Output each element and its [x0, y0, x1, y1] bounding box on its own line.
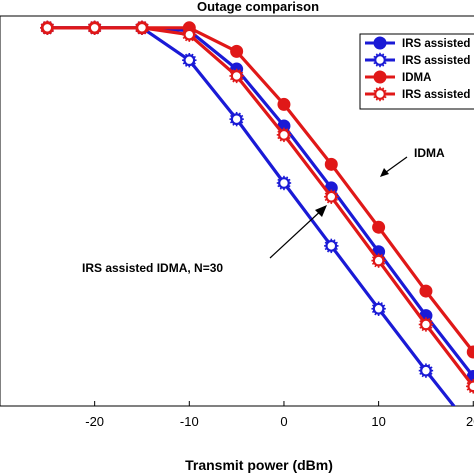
- series-4-point-9: [418, 317, 434, 332]
- legend-item-4: IRS assisted: [365, 86, 470, 102]
- legend-swatch-marker: [372, 86, 388, 102]
- x-tick-label: -20: [85, 414, 104, 429]
- x-axis-label: Transmit power (dBm): [185, 457, 333, 473]
- annotation-arrowhead-idma: [380, 168, 389, 177]
- series-4-point-3: [134, 20, 150, 35]
- annotation-text-irs-n30: IRS assisted IDMA, N=30: [82, 261, 223, 275]
- legend-item-1: IRS assisted: [365, 36, 470, 50]
- legend-item-3: IDMA: [365, 70, 431, 84]
- series-4: [40, 20, 474, 394]
- legend-swatch-marker: [373, 36, 387, 50]
- series-2-point-9: [418, 363, 434, 378]
- series-2-point-6: [276, 175, 292, 191]
- series-4-point-6: [276, 127, 292, 143]
- series-4-point-5: [229, 68, 244, 84]
- plot-area: [0, 15, 474, 407]
- series-2-point-7: [324, 238, 339, 254]
- annotation-arrow-irs-n30: [269, 206, 326, 259]
- chart-title: Outage comparison: [197, 0, 319, 14]
- legend-label: IDMA: [402, 72, 431, 84]
- series-4-point-8: [371, 253, 386, 268]
- series-3-point-10: [466, 345, 474, 359]
- series-2-point-4: [182, 53, 197, 68]
- series-3-point-8: [372, 220, 386, 234]
- series-layer: [40, 20, 474, 406]
- series-4-point-1: [40, 20, 55, 35]
- legend: IRS assisted IRS assisted IDMA IRS assisted: [359, 33, 474, 110]
- legend-swatch-marker: [373, 70, 387, 84]
- series-4-line: [47, 26, 474, 388]
- annotations: IDMA IRS assisted IDMA, N=30: [82, 146, 445, 275]
- series-3-point-7: [324, 157, 338, 171]
- series-3-point-9: [419, 284, 433, 298]
- legend-label: IRS assisted: [402, 38, 470, 50]
- series-4-point-7: [324, 189, 339, 204]
- legend-item-2: IRS assisted: [365, 52, 470, 68]
- legend-label: IRS assisted: [402, 89, 470, 101]
- series-2-point-8: [371, 301, 386, 316]
- legend-swatch-marker: [372, 52, 388, 68]
- x-tick-label: 10: [371, 414, 385, 429]
- annotation-idma: IDMA: [380, 146, 445, 177]
- annotation-text-idma: IDMA: [414, 146, 445, 160]
- x-tick-label: -10: [180, 414, 199, 429]
- x-tick-label: 20: [466, 414, 474, 429]
- series-4-point-10: [466, 379, 474, 394]
- series-4-point-4: [182, 27, 197, 42]
- series-3-point-5: [230, 44, 244, 58]
- x-tick-label: 0: [280, 414, 287, 429]
- legend-label: IRS assisted: [402, 55, 470, 67]
- annotation-irs-n30: IRS assisted IDMA, N=30: [82, 205, 327, 275]
- series-4-point-2: [87, 20, 102, 35]
- x-ticks: -20 -10 0 10 20: [85, 401, 474, 429]
- series-3-point-6: [277, 97, 291, 111]
- series-2-point-5: [229, 111, 244, 127]
- annotation-arrowhead-irs-n30: [315, 205, 327, 217]
- plot-frame: [0, 15, 474, 407]
